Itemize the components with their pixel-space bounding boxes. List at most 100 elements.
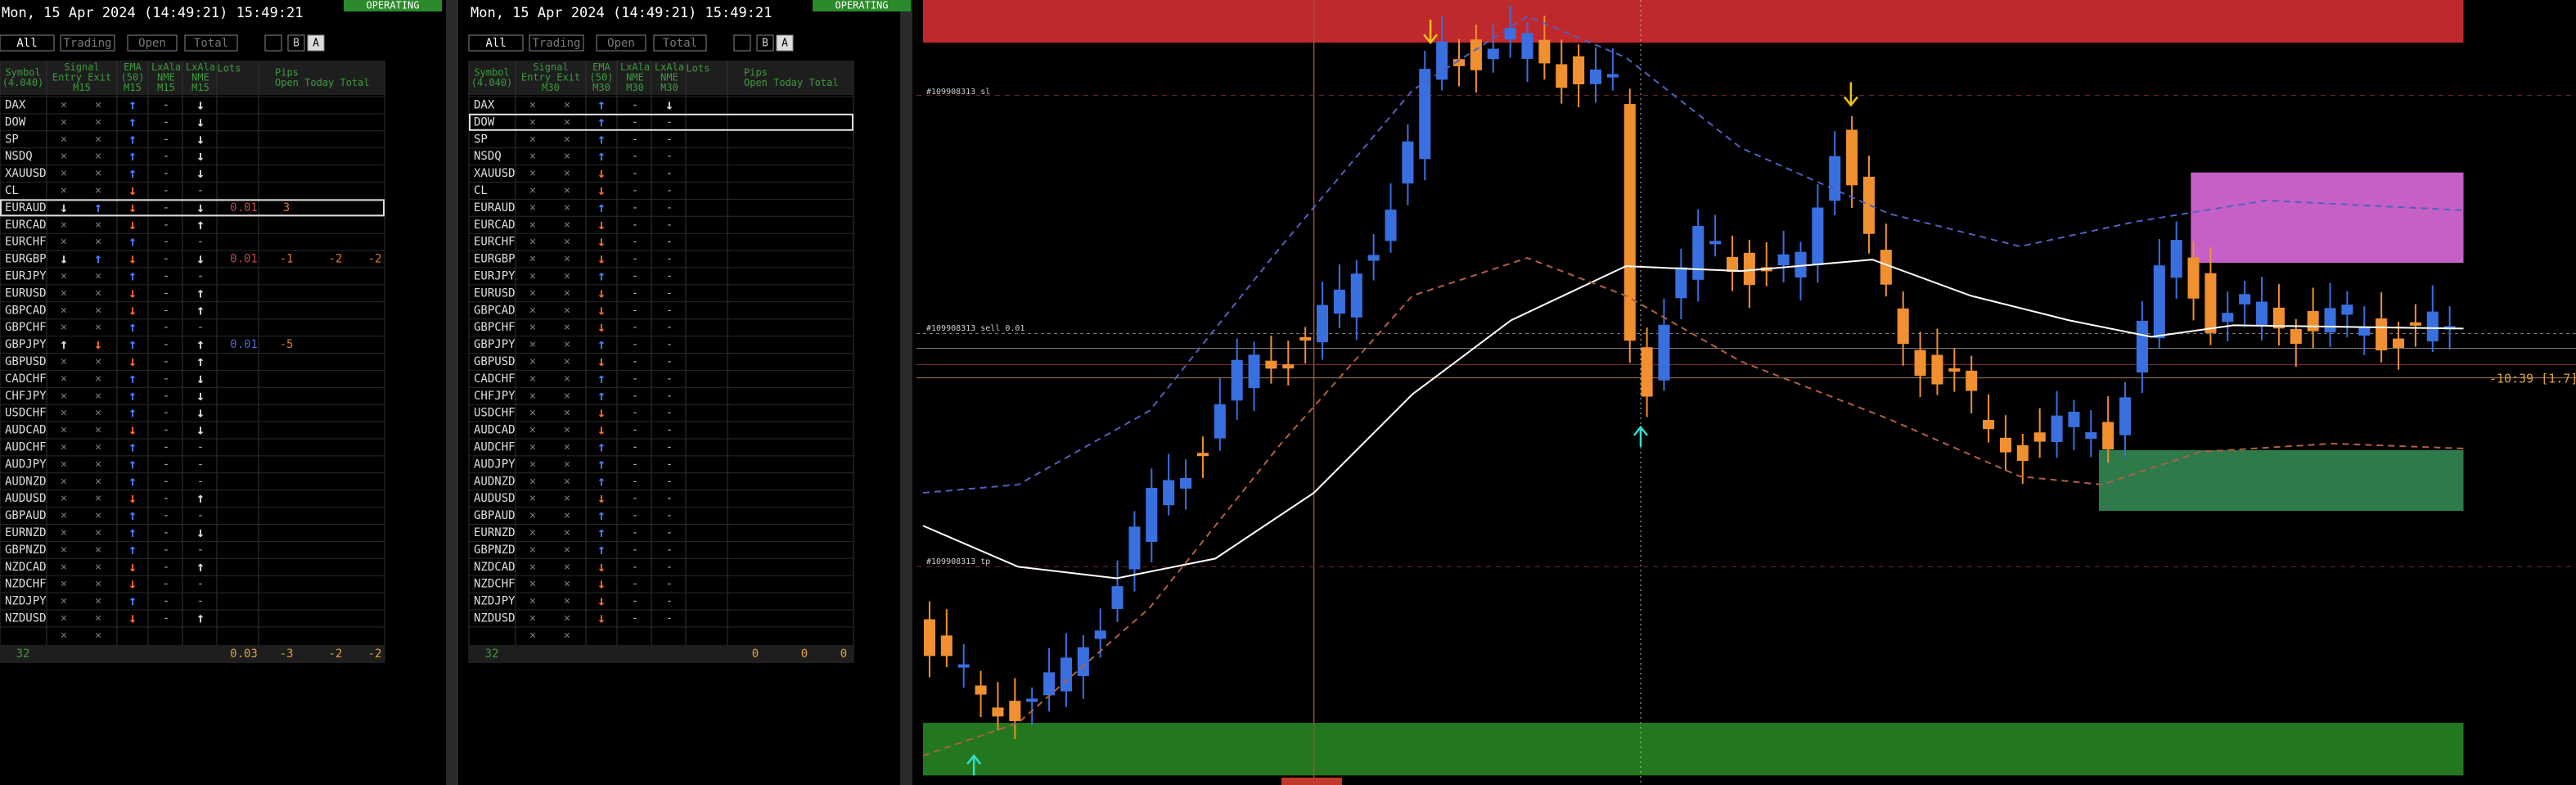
tab[interactable]	[184, 34, 238, 52]
candle	[1128, 526, 1141, 570]
candle	[2409, 322, 2421, 326]
cell: ×	[95, 184, 101, 197]
cell: -	[666, 150, 673, 163]
symbol: XAUUSD	[474, 167, 516, 180]
tab-label[interactable]: Trading	[532, 37, 580, 50]
symbol: GBPUSD	[5, 355, 47, 368]
candle	[2239, 294, 2251, 305]
tab[interactable]	[60, 34, 115, 52]
button[interactable]	[756, 34, 774, 52]
tab[interactable]	[468, 34, 524, 52]
cell: -	[163, 595, 169, 608]
cell: ×	[564, 629, 570, 642]
cell: -	[632, 304, 638, 317]
cell: ×	[95, 390, 101, 403]
candle	[1846, 129, 1858, 186]
tab-label[interactable]: Total	[663, 37, 697, 50]
button-label[interactable]: A	[781, 38, 788, 50]
button-label[interactable]: B	[762, 38, 768, 50]
cell: ×	[564, 236, 570, 249]
cell: -	[666, 440, 673, 453]
cell: -	[666, 390, 673, 403]
symbol: GBPJPY	[474, 338, 516, 351]
candle	[1624, 104, 1636, 341]
cell: ↑	[196, 336, 205, 353]
cell: ×	[564, 219, 570, 232]
footer-cell: 0	[840, 647, 847, 661]
candle	[1966, 370, 1978, 391]
tab[interactable]	[529, 34, 584, 52]
tab-label[interactable]: Total	[194, 37, 228, 50]
cell: ×	[61, 526, 67, 539]
symbol: CADCHF	[474, 372, 516, 386]
cell: -	[632, 372, 638, 386]
symbol: NZDCHF	[5, 578, 47, 591]
button[interactable]	[776, 34, 794, 52]
cell: ↑	[128, 542, 137, 558]
candle	[1196, 453, 1209, 457]
button[interactable]	[307, 34, 325, 52]
cell: -	[197, 236, 204, 249]
button[interactable]	[287, 34, 305, 52]
cell: -	[632, 167, 638, 180]
symbol: GBPJPY	[5, 338, 47, 351]
tab[interactable]	[0, 34, 55, 52]
button-label[interactable]: B	[293, 38, 299, 50]
button-label[interactable]: A	[313, 38, 319, 50]
tab-label[interactable]: All	[16, 37, 37, 50]
tab-label[interactable]: Open	[607, 37, 635, 50]
separator	[900, 0, 912, 785]
cell: -	[666, 475, 673, 488]
header-label: EMA	[592, 61, 610, 73]
table-header	[0, 61, 385, 95]
tab[interactable]	[653, 34, 707, 52]
button[interactable]	[264, 34, 282, 52]
cell: ×	[529, 390, 536, 403]
candle	[2085, 432, 2097, 439]
button[interactable]	[733, 34, 751, 52]
cell: -	[632, 595, 638, 608]
row-highlight	[469, 113, 853, 131]
cell: ↓	[597, 405, 606, 422]
cell: -	[666, 458, 673, 471]
candle	[1299, 336, 1312, 341]
tab-label[interactable]: Open	[138, 37, 166, 50]
cell: -	[163, 150, 169, 163]
signal-arrow	[1423, 20, 1439, 45]
header-label: NME	[660, 72, 678, 83]
cell: -	[632, 184, 638, 197]
symbol: GBPCHF	[474, 321, 516, 334]
candle	[1692, 226, 1705, 280]
symbol: EURUSD	[474, 286, 516, 300]
cell: ↓	[597, 183, 606, 199]
cell: ×	[95, 150, 101, 163]
cell: ↑	[128, 268, 137, 284]
cell: ×	[61, 115, 67, 129]
candle	[2256, 301, 2268, 326]
tab-label[interactable]: All	[485, 37, 506, 50]
tab-label[interactable]: Trading	[63, 37, 111, 50]
symbol: GBPCAD	[474, 304, 516, 317]
candle	[2153, 265, 2165, 339]
cell: ×	[529, 544, 536, 557]
tab[interactable]	[127, 34, 178, 52]
cell: ↑	[597, 388, 606, 404]
cell: ×	[61, 458, 67, 471]
tab[interactable]	[596, 34, 646, 52]
row-highlight	[0, 199, 385, 217]
cell: ×	[61, 236, 67, 249]
cell: ×	[95, 611, 101, 625]
datetime: Mon, 15 Apr 2024 (14:49:21) 15:49:21	[2, 5, 303, 21]
table-footer	[469, 645, 853, 663]
cell: ×	[61, 219, 67, 232]
header-label: EMA	[124, 61, 142, 73]
cell: ↑	[128, 165, 137, 182]
cell: -	[666, 338, 673, 351]
symbol: AUDJPY	[5, 458, 47, 471]
cell: ×	[95, 321, 101, 334]
cell: ×	[564, 440, 570, 453]
header-label: M30	[542, 82, 560, 93]
symbol: EURCHF	[5, 236, 47, 249]
cell: ×	[61, 321, 67, 334]
candle	[2033, 432, 2046, 442]
